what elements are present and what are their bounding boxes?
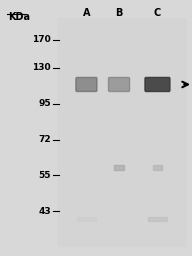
FancyBboxPatch shape: [108, 77, 130, 91]
Text: 130: 130: [32, 63, 51, 72]
Bar: [114, 165, 124, 170]
Text: B: B: [115, 8, 123, 18]
Text: 95: 95: [38, 99, 51, 108]
Text: KDa: KDa: [8, 12, 30, 22]
Text: 55: 55: [38, 171, 51, 180]
Text: 170: 170: [32, 35, 51, 44]
Text: C: C: [154, 8, 161, 18]
Text: 43: 43: [38, 207, 51, 216]
Bar: [148, 217, 167, 221]
Bar: [77, 217, 96, 221]
Bar: [58, 18, 186, 246]
FancyBboxPatch shape: [145, 77, 170, 91]
FancyBboxPatch shape: [76, 77, 97, 91]
Text: 72: 72: [38, 135, 51, 144]
Bar: [153, 165, 162, 170]
Text: A: A: [83, 8, 90, 18]
